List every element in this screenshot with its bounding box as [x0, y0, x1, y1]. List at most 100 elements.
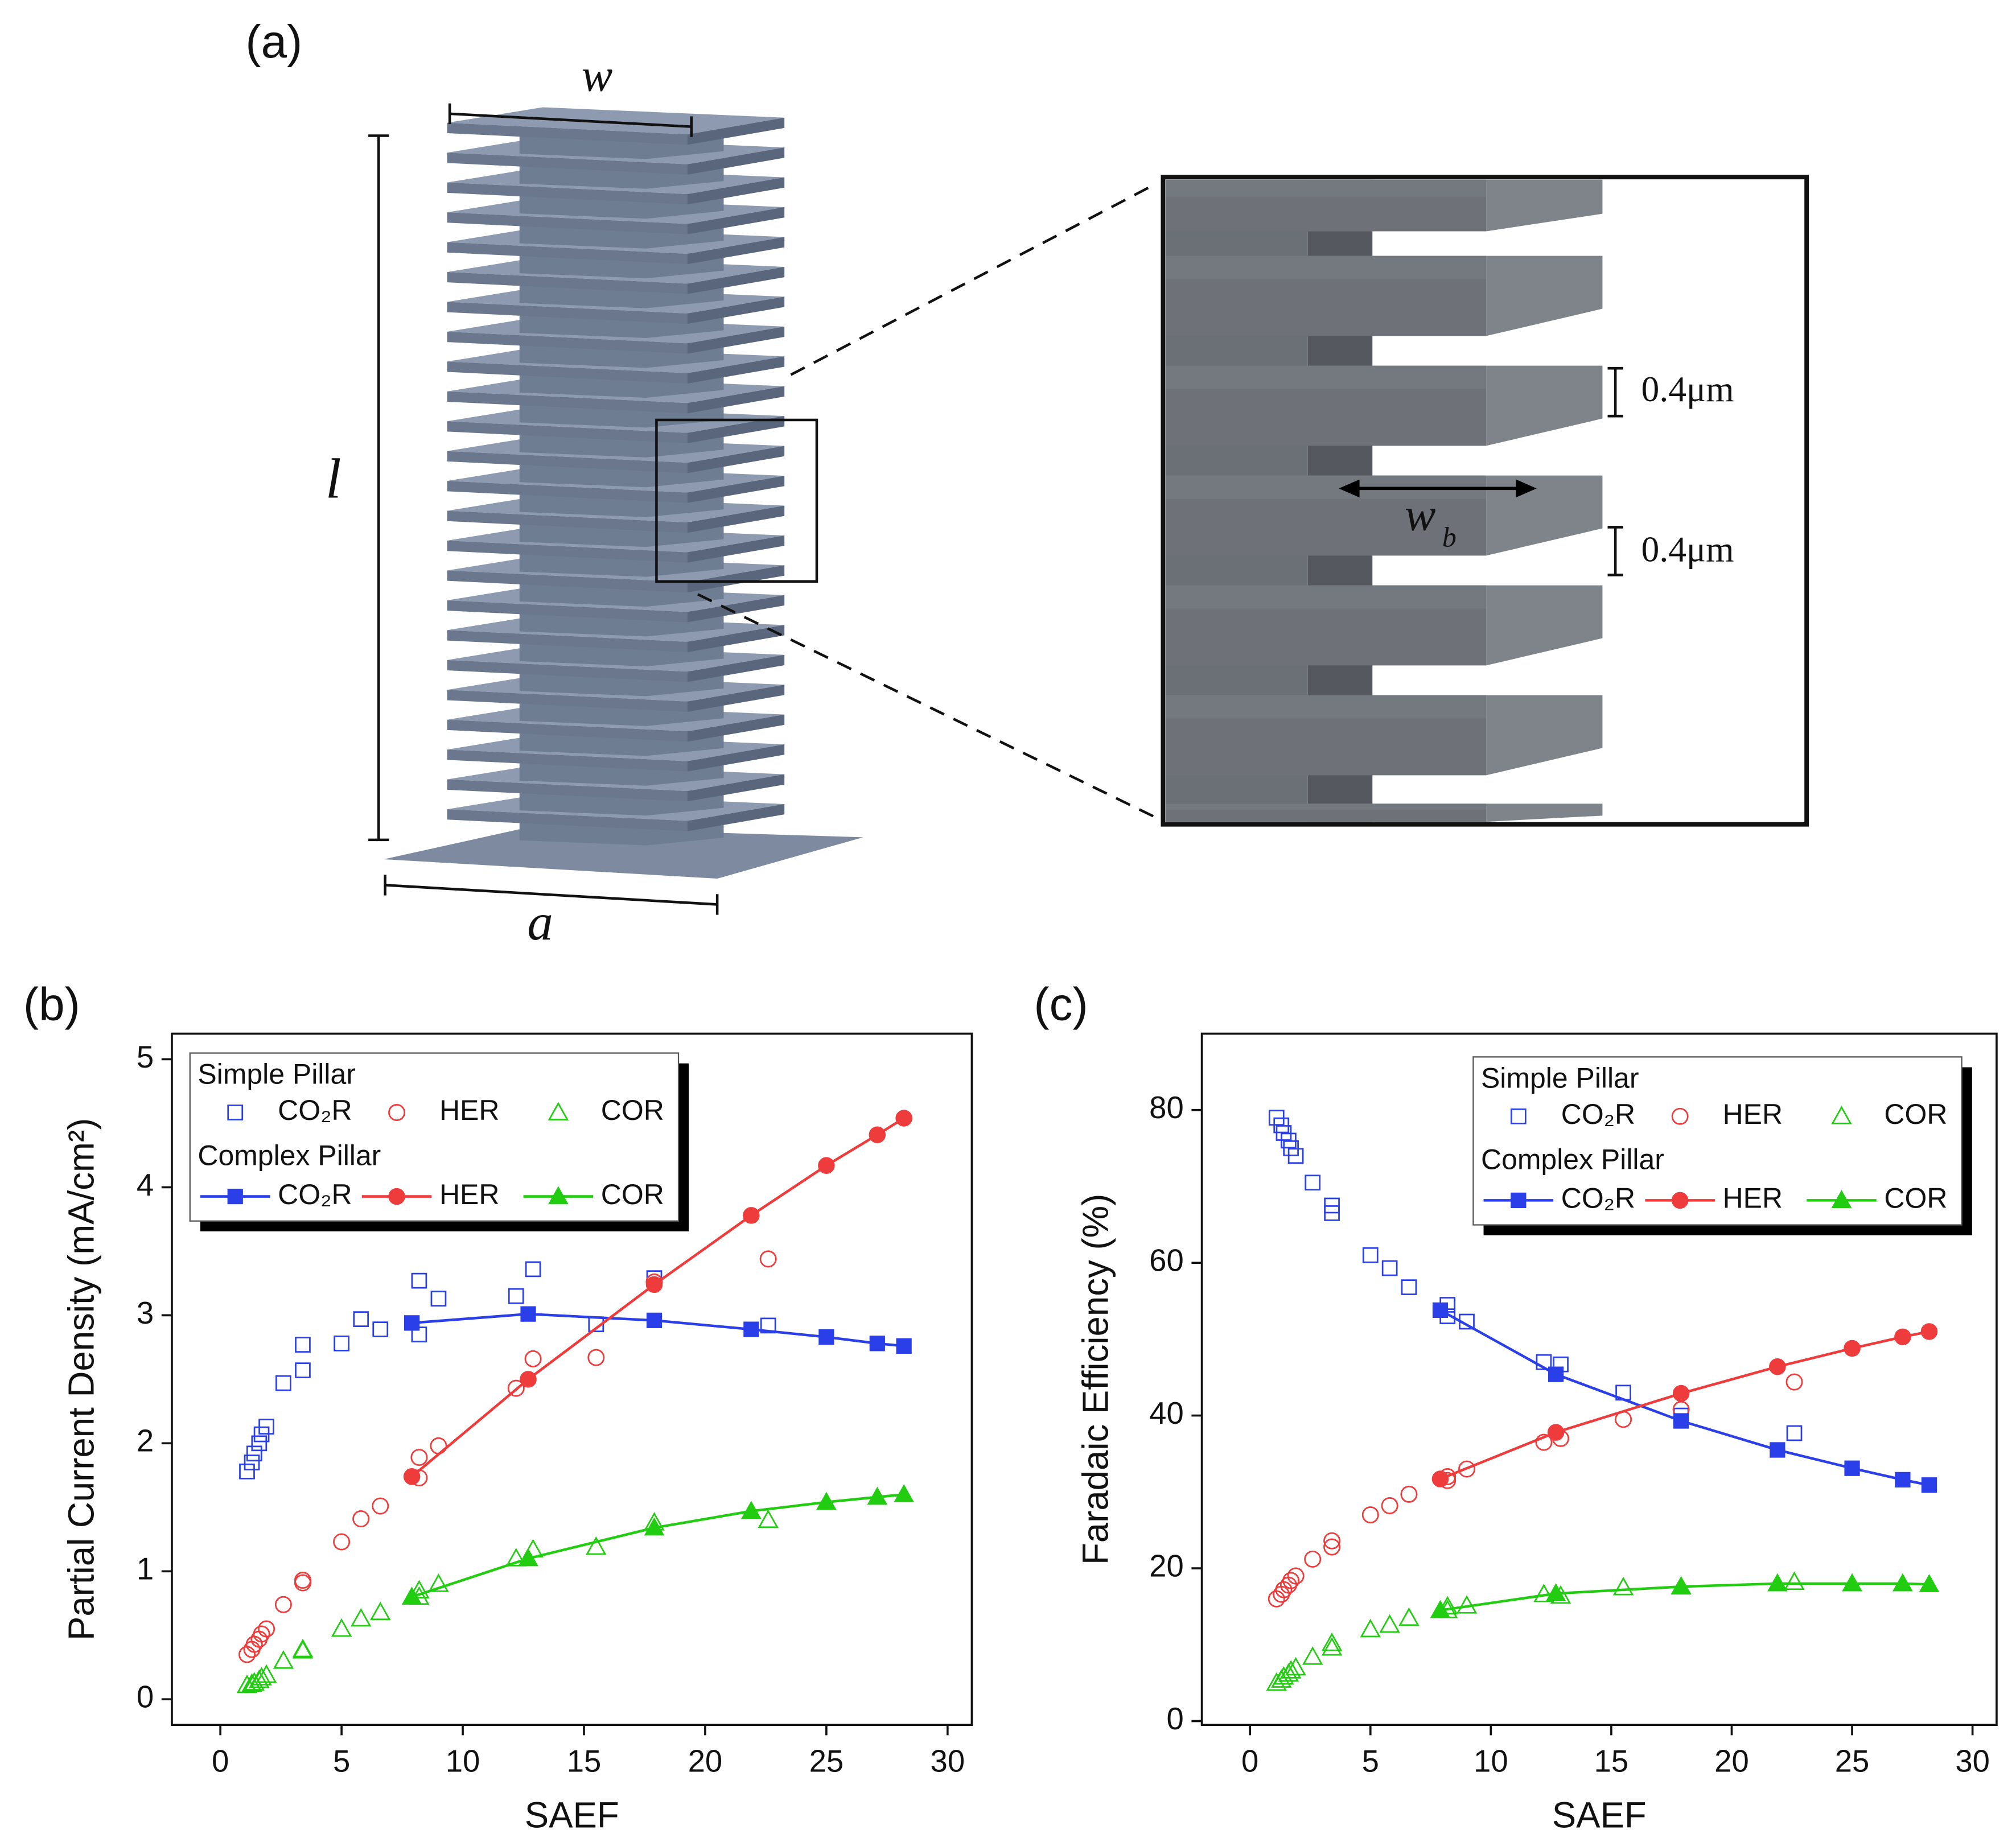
- plate-front: [447, 421, 688, 443]
- marker-triangle: [1273, 1666, 1294, 1685]
- marker-square: [1324, 1205, 1340, 1221]
- legend-label: HER: [1723, 1182, 1783, 1214]
- base-plate: [384, 827, 863, 879]
- legend-label: HER: [439, 1178, 499, 1210]
- y-tick-label: 0: [1166, 1701, 1183, 1736]
- x-axis-label: SAEF: [1552, 1795, 1647, 1835]
- legend-label: CO₂R: [1561, 1182, 1635, 1214]
- plate-side: [687, 416, 785, 443]
- marker-circle: [410, 1449, 428, 1466]
- marker-triangle: [644, 1517, 665, 1536]
- marker-triangle: [370, 1601, 391, 1621]
- marker-square: [896, 1338, 912, 1354]
- plate-side: [687, 804, 785, 831]
- plate-side: [687, 595, 785, 623]
- marker-triangle: [292, 1638, 314, 1658]
- marker-triangle: [867, 1486, 888, 1505]
- plate-front: [447, 600, 688, 623]
- marker-circle: [524, 1350, 542, 1367]
- plate-side: [687, 774, 785, 802]
- panel-label: (a): [245, 16, 302, 68]
- detail-plate-side: [1486, 475, 1603, 556]
- marker-triangle: [1784, 1571, 1805, 1590]
- marker-triangle: [505, 1548, 526, 1567]
- plate-side: [687, 565, 785, 593]
- chart: 0 5 10 15 20 25 30 0 1 2 3 4 5 SAEF Partial Current De…: [23, 979, 973, 1835]
- marker-triangle: [249, 1669, 270, 1688]
- x-tick-label: 0: [212, 1744, 229, 1779]
- detail-view: [1166, 179, 1603, 822]
- legend-label: COR: [1884, 1182, 1947, 1214]
- plate-front: [447, 749, 688, 772]
- x-tick-label: 25: [1835, 1744, 1870, 1779]
- marker-square: [818, 1329, 834, 1345]
- marker-triangle: [586, 1536, 607, 1555]
- plate-side: [687, 714, 785, 742]
- y-axis-label: Faradaic Efficiency (%): [1076, 1194, 1116, 1565]
- y-tick-label: 20: [1149, 1548, 1184, 1583]
- x-tick-label: 10: [446, 1744, 480, 1779]
- marker-triangle: [741, 1501, 762, 1519]
- marker-circle: [818, 1157, 835, 1174]
- legend-marker: [388, 1188, 405, 1205]
- marker-circle: [1431, 1470, 1449, 1487]
- marker-triangle: [256, 1664, 277, 1683]
- detail-plate-top: [1166, 803, 1487, 810]
- gap-label: 0.4μm: [1641, 529, 1734, 569]
- marker-circle: [1304, 1550, 1322, 1568]
- legend-marker: [1671, 1192, 1689, 1209]
- legend-marker: [1831, 1190, 1852, 1209]
- detail-plate-top: [1166, 585, 1487, 609]
- marker-triangle: [1545, 1583, 1566, 1601]
- marker-triangle: [1379, 1614, 1400, 1633]
- marker-triangle: [331, 1618, 352, 1637]
- y-tick-label: 80: [1149, 1090, 1184, 1125]
- marker-square: [244, 1454, 260, 1470]
- x-tick-label: 20: [688, 1744, 723, 1779]
- detail-plate-top: [1166, 179, 1487, 197]
- marker-square: [239, 1463, 255, 1480]
- detail-frame: [1161, 175, 1809, 827]
- legend-title: Simple Pillar: [1481, 1062, 1639, 1094]
- dim-label: w: [582, 50, 613, 101]
- marker-triangle: [292, 1640, 314, 1659]
- marker-triangle: [1302, 1646, 1323, 1665]
- marker-square: [295, 1337, 311, 1353]
- marker-circle: [507, 1379, 525, 1397]
- marker-square: [275, 1375, 291, 1391]
- plate-side: [687, 625, 785, 653]
- legend-title: Complex Pillar: [198, 1140, 381, 1172]
- marker-triangle: [251, 1667, 272, 1686]
- marker-triangle: [409, 1580, 430, 1598]
- marker-circle: [352, 1510, 370, 1528]
- legend-marker: [227, 1105, 244, 1120]
- marker-square: [404, 1315, 420, 1331]
- marker-square: [1921, 1477, 1937, 1493]
- detail-plate-side: [1486, 179, 1603, 232]
- plate-side: [687, 446, 785, 473]
- plate-side: [687, 177, 785, 205]
- plate-side: [687, 386, 785, 414]
- marker-square: [295, 1362, 311, 1378]
- marker-circle: [1287, 1567, 1305, 1585]
- plot-frame: [171, 1032, 973, 1726]
- marker-square: [1844, 1460, 1860, 1476]
- marker-square: [520, 1306, 536, 1322]
- x-tick-label: 0: [1241, 1744, 1258, 1779]
- plate-front: [447, 660, 688, 682]
- marker-circle: [1535, 1433, 1553, 1451]
- detail-plate-side: [1486, 365, 1603, 446]
- plate-front: [447, 630, 688, 653]
- marker-square: [411, 1272, 427, 1289]
- x-tick-label: 5: [333, 1744, 350, 1779]
- marker-square: [1895, 1472, 1911, 1487]
- marker-circle: [1844, 1340, 1861, 1357]
- plate-side: [687, 207, 785, 234]
- legend-label: COR: [601, 1094, 664, 1126]
- marker-square: [1548, 1366, 1564, 1382]
- panel-label: (b): [23, 979, 80, 1031]
- marker-circle: [1672, 1384, 1690, 1402]
- gap-bracket: [1607, 526, 1623, 576]
- marker-triangle: [518, 1548, 538, 1567]
